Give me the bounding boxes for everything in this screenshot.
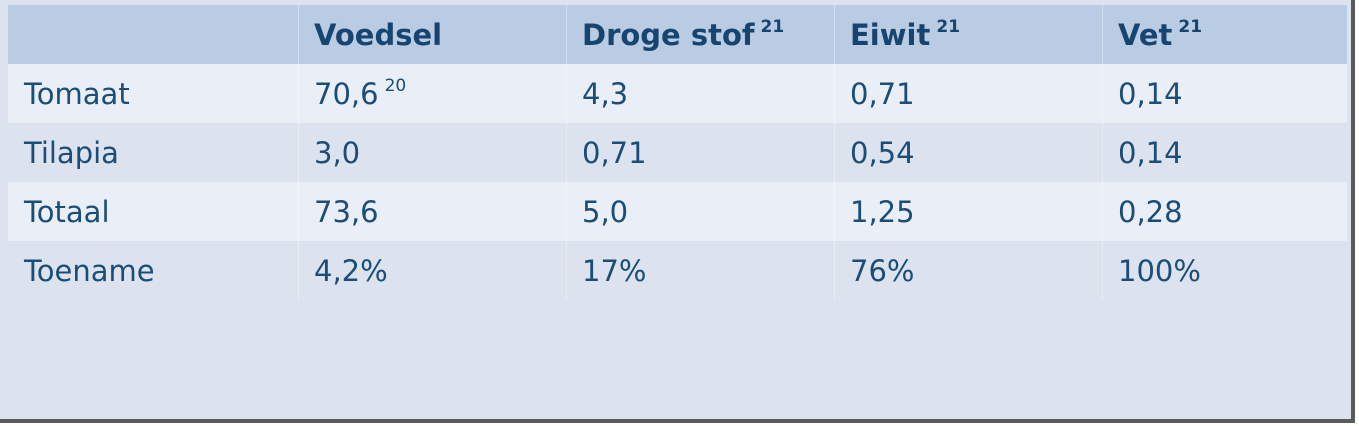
footnote-ref: 21 xyxy=(936,16,961,37)
table-cell: 0,28 xyxy=(1102,182,1347,241)
row-label: Toename xyxy=(24,253,155,288)
header-droge-stof: Droge stof 21 xyxy=(566,5,834,64)
table-cell: 100% xyxy=(1102,241,1347,300)
table-cell: 5,0 xyxy=(566,182,834,241)
table-cell: 70,6 20 xyxy=(298,64,566,123)
row-label: Tomaat xyxy=(24,76,130,111)
footnote-ref: 21 xyxy=(1178,16,1203,37)
table-cell: 0,54 xyxy=(834,123,1102,182)
table-cell: 76% xyxy=(834,241,1102,300)
table-cell: 4,3 xyxy=(566,64,834,123)
row-label: Tilapia xyxy=(24,135,119,170)
table-cell: 3,0 xyxy=(298,123,566,182)
footnote-ref: 21 xyxy=(760,16,785,37)
table-row: Tilapia 3,0 0,71 0,54 0,14 xyxy=(8,123,1347,182)
table-cell: 17% xyxy=(566,241,834,300)
header-voedsel: Voedsel xyxy=(298,5,566,64)
row-label: Totaal xyxy=(24,194,110,229)
table-cell: 4,2% xyxy=(298,241,566,300)
table-header-row: Voedsel Droge stof 21 Eiwit 21 Vet 21 xyxy=(8,5,1347,64)
table-row: Toename 4,2% 17% 76% 100% xyxy=(8,241,1347,300)
header-vet: Vet 21 xyxy=(1102,5,1347,64)
header-eiwit: Eiwit 21 xyxy=(834,5,1102,64)
table-cell: 1,25 xyxy=(834,182,1102,241)
table-cell: 0,71 xyxy=(566,123,834,182)
table-cell: 0,14 xyxy=(1102,123,1347,182)
footnote-ref: 20 xyxy=(384,75,407,96)
table-row: Totaal 73,6 5,0 1,25 0,28 xyxy=(8,182,1347,241)
header-empty xyxy=(8,5,298,64)
table-cell: 73,6 xyxy=(298,182,566,241)
table-cell: 0,71 xyxy=(834,64,1102,123)
nutrient-table: Voedsel Droge stof 21 Eiwit 21 Vet 21 Tomaa… xyxy=(8,5,1347,300)
table-cell: 0,14 xyxy=(1102,64,1347,123)
table-row: Tomaat 70,6 20 4,3 0,71 0,14 xyxy=(8,64,1347,123)
